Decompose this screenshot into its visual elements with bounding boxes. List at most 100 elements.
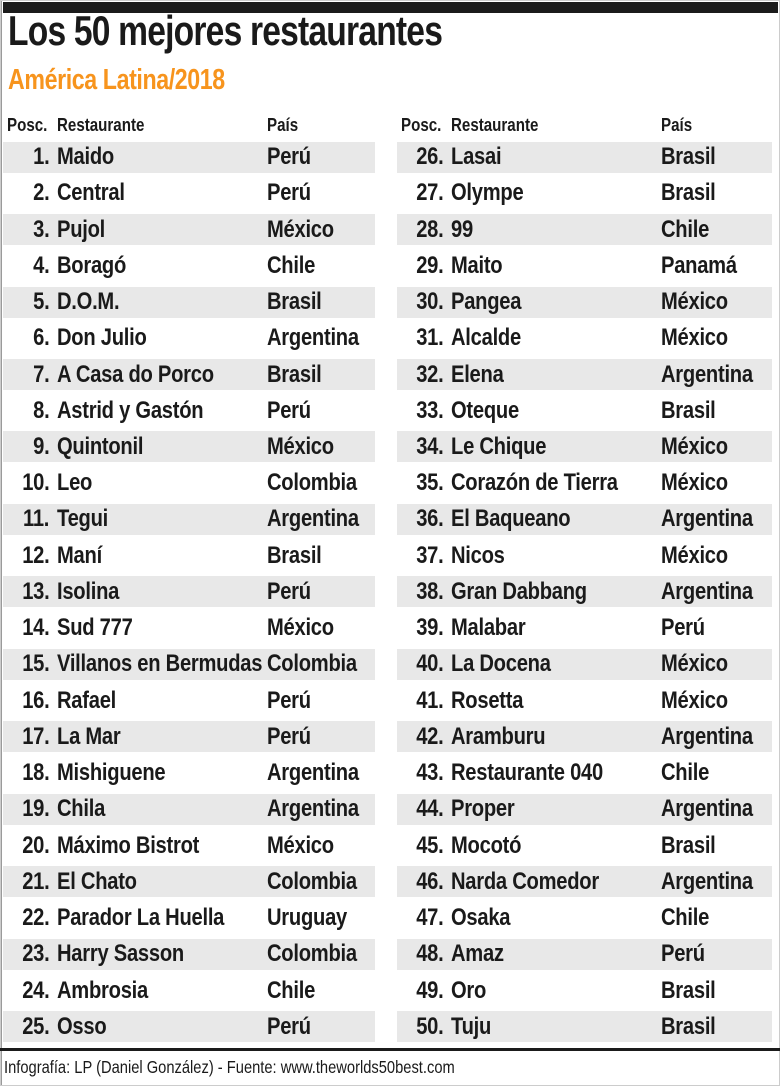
rank-number: 47. [415, 904, 444, 932]
rank-number-cell: 8. [3, 397, 50, 425]
country-name-cell: Perú [267, 143, 375, 171]
rank-number-cell: 33. [397, 397, 444, 425]
restaurant-name: Maní [57, 541, 102, 569]
restaurant-name-cell: Malabar [451, 614, 653, 642]
table-row: 36. El Baqueano Argentina [397, 501, 772, 538]
header-position: Posc. [397, 115, 443, 136]
restaurant-name: Ambrosia [57, 976, 148, 1004]
country-name-cell: Argentina [267, 759, 376, 787]
rank-number: 41. [415, 686, 444, 714]
rank-number-cell: 35. [397, 469, 444, 497]
rank-number: 1. [32, 143, 50, 171]
restaurant-name-cell: Mishiguene [57, 759, 259, 787]
rank-number: 18. [21, 759, 50, 787]
country-name-cell: México [661, 469, 772, 497]
restaurant-name: Osaka [451, 904, 511, 932]
table-row: 48. Amaz Perú [397, 936, 772, 973]
restaurant-name: Central [57, 179, 125, 207]
header-country-text: País [661, 115, 693, 135]
table-row: 16. Rafael Perú [3, 683, 375, 719]
restaurant-name-cell: Mocotó [451, 832, 653, 860]
country-name-cell: Perú [267, 687, 375, 715]
rank-number: 25. [21, 1012, 50, 1040]
rank-number-cell: 39. [397, 614, 444, 642]
rank-number-cell: 6. [3, 324, 50, 352]
rank-number-cell: 12. [3, 542, 50, 570]
rank-number-cell: 13. [3, 578, 50, 606]
restaurant-name: D.O.M. [57, 288, 120, 316]
country-name-cell: Brasil [267, 361, 375, 389]
country-name-cell: Chile [661, 904, 772, 932]
ranking-table-left: Posc. Restaurante País 1. Maido Perú 2. Cent… [3, 112, 375, 1045]
restaurant-name: Nicos [451, 541, 505, 569]
country-name: Argentina [661, 360, 753, 388]
rank-number: 14. [21, 614, 50, 642]
footer-divider [0, 1048, 780, 1051]
restaurant-name-cell: Leo [57, 469, 259, 497]
restaurant-name-cell: Proper [451, 795, 653, 823]
table-row: 27. Olympe Brasil [397, 175, 772, 211]
country-name-cell: Brasil [661, 179, 772, 207]
country-name: Panamá [661, 251, 737, 279]
rank-number-cell: 23. [3, 940, 50, 968]
rank-number-cell: 50. [397, 1013, 444, 1041]
country-name-cell: Argentina [661, 795, 772, 823]
restaurant-name: Alcalde [451, 324, 521, 352]
table-row: 6. Don Julio Argentina [3, 320, 375, 356]
country-name: Perú [661, 940, 705, 968]
rank-number-cell: 27. [397, 179, 444, 207]
restaurant-name: A Casa do Porco [57, 360, 214, 388]
rank-number-cell: 42. [397, 723, 444, 751]
table-row: 33. Oteque Brasil [397, 393, 772, 429]
country-name: Perú [267, 577, 311, 605]
table-row: 21. El Chato Colombia [3, 863, 375, 900]
rank-number-cell: 47. [397, 904, 444, 932]
country-name: Brasil [661, 179, 716, 207]
table-row: 19. Chila Argentina [3, 791, 375, 828]
country-name-cell: Argentina [661, 868, 772, 896]
country-name-cell: México [661, 687, 772, 715]
country-name: Perú [661, 614, 705, 642]
table-row: 23. Harry Sasson Colombia [3, 936, 375, 973]
page-subtitle: América Latina/2018 [8, 66, 279, 95]
restaurant-name: Pangea [451, 288, 522, 316]
country-name: Perú [267, 722, 311, 750]
rank-number: 49. [415, 976, 444, 1004]
restaurant-name: Rafael [57, 686, 117, 714]
country-name: Argentina [661, 722, 753, 750]
restaurant-name: Villanos en Bermudas [57, 650, 263, 678]
table-row: 41. Rosetta México [397, 683, 772, 719]
rank-number: 29. [415, 251, 444, 279]
restaurant-name-cell: Corazón de Tierra [451, 469, 653, 497]
rank-number-cell: 34. [397, 433, 444, 461]
country-name-cell: Argentina [267, 505, 376, 533]
restaurant-name: Don Julio [57, 324, 147, 352]
restaurant-name-cell: Elena [451, 361, 653, 389]
header-position-text: Posc. [7, 115, 48, 135]
header-restaurant: Restaurante [57, 115, 259, 136]
table-row: 24. Ambrosia Chile [3, 972, 375, 1008]
rank-number-cell: 30. [397, 288, 444, 316]
restaurant-name-cell: Rafael [57, 687, 259, 715]
restaurant-name: Tegui [57, 505, 109, 533]
restaurant-name-cell: El Chato [57, 868, 259, 896]
table-row: 18. Mishiguene Argentina [3, 755, 375, 791]
restaurant-name: Maito [451, 251, 503, 279]
rank-number: 26. [415, 143, 444, 171]
table-row: 42. Aramburu Argentina [397, 718, 772, 755]
country-name: Chile [661, 759, 710, 787]
restaurant-name: Boragó [57, 251, 127, 279]
table-row: 50. Tuju Brasil [397, 1008, 772, 1045]
restaurant-name: Mocotó [451, 831, 522, 859]
rank-number: 38. [415, 577, 444, 605]
country-name: Argentina [267, 324, 359, 352]
restaurant-name: Rosetta [451, 686, 524, 714]
rank-number-cell: 4. [3, 252, 50, 280]
rank-number: 11. [22, 505, 49, 533]
rank-number-cell: 17. [3, 723, 50, 751]
restaurant-name: 99 [451, 215, 473, 243]
restaurant-name: Isolina [57, 577, 120, 605]
restaurant-name: Tuju [451, 1012, 492, 1040]
restaurant-name-cell: Don Julio [57, 324, 259, 352]
